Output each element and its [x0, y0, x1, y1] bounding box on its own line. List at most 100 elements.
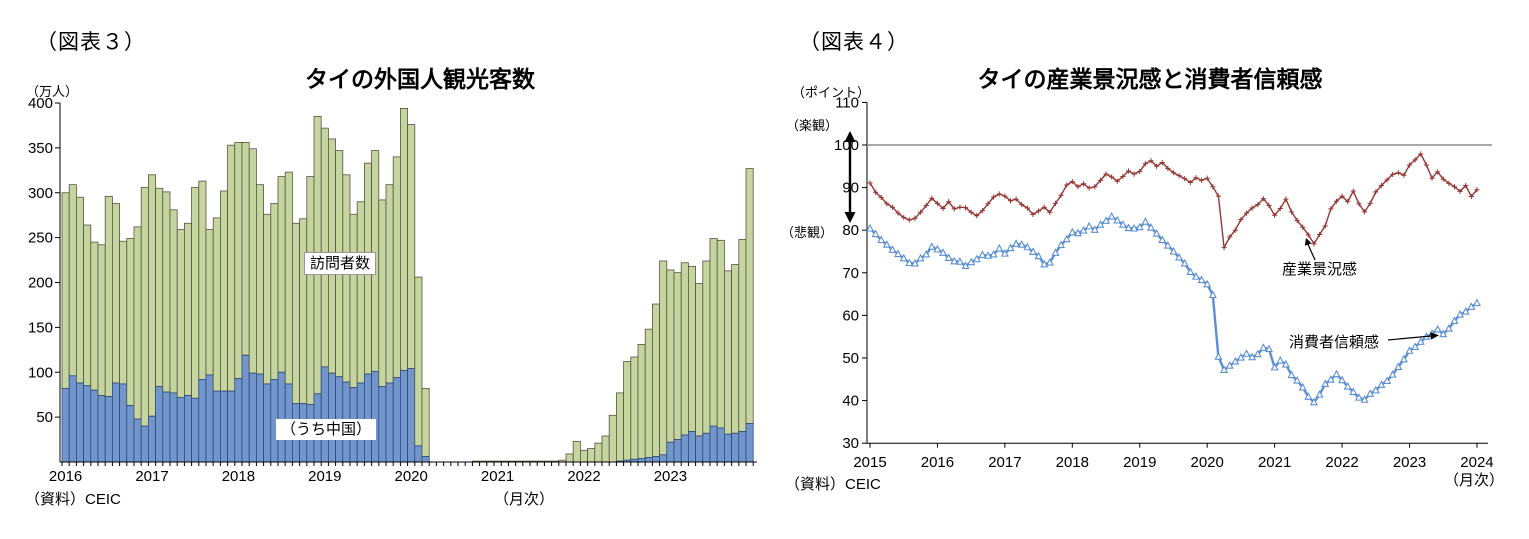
- fig4-frequency-label: （月次）: [1444, 472, 1505, 489]
- visitor-bar-china: [140, 425, 149, 463]
- visitor-bar-china: [680, 434, 689, 463]
- visitor-bar-china: [702, 432, 711, 463]
- fig4-unit-label: （ポイント）: [792, 85, 871, 100]
- fig3-y-tick-label: 100: [28, 364, 53, 381]
- fig4-chart: 1101009080706050403020152016201720182019…: [834, 94, 1494, 471]
- visitor-bar-total: [291, 222, 300, 405]
- visitor-bar-total: [83, 224, 92, 387]
- visitor-bar-china: [716, 427, 725, 463]
- visitor-bar-china: [399, 370, 408, 463]
- visitor-bar-total: [565, 453, 574, 463]
- fig4-tisi-line: [869, 153, 1478, 249]
- fig3-year-label: 2020: [395, 468, 428, 485]
- fig3-unit-label: （万人）: [26, 84, 79, 99]
- visitor-bar-total: [616, 392, 625, 462]
- visitor-bar-total: [738, 239, 747, 432]
- visitor-bar-china: [414, 445, 423, 463]
- visitor-bar-total: [724, 270, 733, 435]
- visitor-bar-total: [673, 272, 682, 440]
- visitor-bar-china: [320, 366, 329, 463]
- visitor-bar-china: [68, 375, 77, 463]
- fig4-pessimism-label: （悲観）: [781, 225, 834, 240]
- visitor-bar-total: [594, 442, 603, 463]
- visitor-bar-total: [572, 440, 581, 463]
- visitor-bar-china: [191, 397, 200, 463]
- visitor-bar-china: [263, 383, 272, 463]
- visitor-bar-china: [695, 435, 704, 463]
- visitor-bar-china: [385, 382, 394, 463]
- fig4-y-tick-label: 110: [835, 94, 859, 111]
- visitor-bar-total: [623, 361, 632, 461]
- fig3-year-label: 2018: [222, 468, 255, 485]
- visitor-bar-total: [731, 264, 740, 434]
- fig4-year-label: 2023: [1393, 454, 1426, 471]
- fig4-year-label: 2017: [988, 454, 1021, 471]
- tisi-annotation-arrow-icon: [1304, 238, 1316, 261]
- fig4-year-label: 2016: [921, 454, 954, 471]
- visitor-bar-total: [277, 176, 286, 373]
- fig4-year-label: 2020: [1191, 454, 1224, 471]
- visitor-bar-china: [155, 386, 164, 463]
- visitor-bar-total: [162, 191, 171, 393]
- visitor-bar-total: [608, 414, 617, 463]
- visitor-bar-total: [176, 229, 185, 398]
- visitor-bar-china: [731, 432, 740, 463]
- visitor-bar-china: [147, 415, 156, 463]
- fig4-y-tick-label: 80: [842, 222, 859, 239]
- fig3-y-tick-label: 250: [28, 230, 53, 247]
- visitor-bar-total: [126, 238, 135, 406]
- visitor-bar-total: [709, 238, 718, 427]
- visitor-bar-total: [601, 435, 610, 463]
- fig3-total-series-label: 訪問者数: [304, 252, 377, 275]
- visitor-bar-total: [652, 303, 661, 458]
- fig3-bars: [61, 107, 754, 463]
- fig4-cci-annotation: 消費者信頼感: [1289, 334, 1380, 351]
- visitor-bar-china: [219, 390, 228, 463]
- visitor-bar-total: [580, 449, 589, 463]
- visitor-bar-china: [176, 396, 185, 463]
- fig4-tisi-annotation: 産業景況感: [1282, 261, 1358, 278]
- fig3-axes: [55, 102, 757, 466]
- visitor-bar-total: [407, 124, 416, 370]
- visitor-bar-total: [169, 209, 178, 394]
- visitor-bar-china: [327, 372, 336, 463]
- fig3-y-tick-label: 200: [28, 275, 53, 292]
- fig4-y-tick-label: 50: [842, 350, 859, 367]
- fig3-china-series-label: （うち中国）: [276, 419, 377, 440]
- visitor-bar-china: [248, 372, 257, 463]
- visitor-bar-total: [378, 199, 387, 388]
- visitor-bar-total: [745, 168, 754, 424]
- visitor-bar-china: [745, 423, 754, 463]
- visitor-bar-china: [90, 389, 99, 463]
- visitor-bar-china: [198, 379, 207, 463]
- visitor-bar-total: [219, 190, 228, 392]
- visitor-bar-total: [155, 187, 164, 388]
- visitor-bar-china: [112, 382, 121, 463]
- visitor-bar-total: [630, 356, 639, 460]
- visitor-bar-china: [407, 368, 416, 463]
- visitor-bar-china: [162, 391, 171, 463]
- fig4-year-label: 2019: [1123, 454, 1156, 471]
- visitor-bar-china: [169, 392, 178, 463]
- fig4-tisi-markers: [867, 151, 1480, 251]
- visitor-bar-total: [212, 217, 221, 392]
- fig4-year-label: 2021: [1258, 454, 1291, 471]
- visitor-bar-china: [183, 395, 192, 463]
- fig4-optimism-label: （楽観）: [786, 118, 839, 133]
- visitor-bar-total: [90, 241, 99, 391]
- visitor-bar-total: [263, 213, 272, 385]
- visitor-bar-total: [205, 229, 214, 376]
- visitor-bar-total: [399, 107, 408, 371]
- fig4-axes: [862, 101, 1488, 448]
- visitor-bar-total: [688, 265, 697, 432]
- visitor-bar-total: [414, 276, 423, 447]
- visitor-bar-china: [738, 431, 747, 463]
- fig3-year-label: 2016: [49, 468, 82, 485]
- fig3-year-label: 2019: [308, 468, 341, 485]
- fig4-y-tick-label: 40: [842, 393, 859, 410]
- visitor-bar-total: [284, 171, 293, 385]
- visitor-bar-total: [112, 203, 121, 384]
- visitor-bar-total: [659, 260, 668, 456]
- visitor-bar-china: [104, 396, 113, 463]
- fig4-x-tick-labels: 2015 2016 2017 2018 2019 2020 2021 2022 2023 2024: [853, 454, 1493, 471]
